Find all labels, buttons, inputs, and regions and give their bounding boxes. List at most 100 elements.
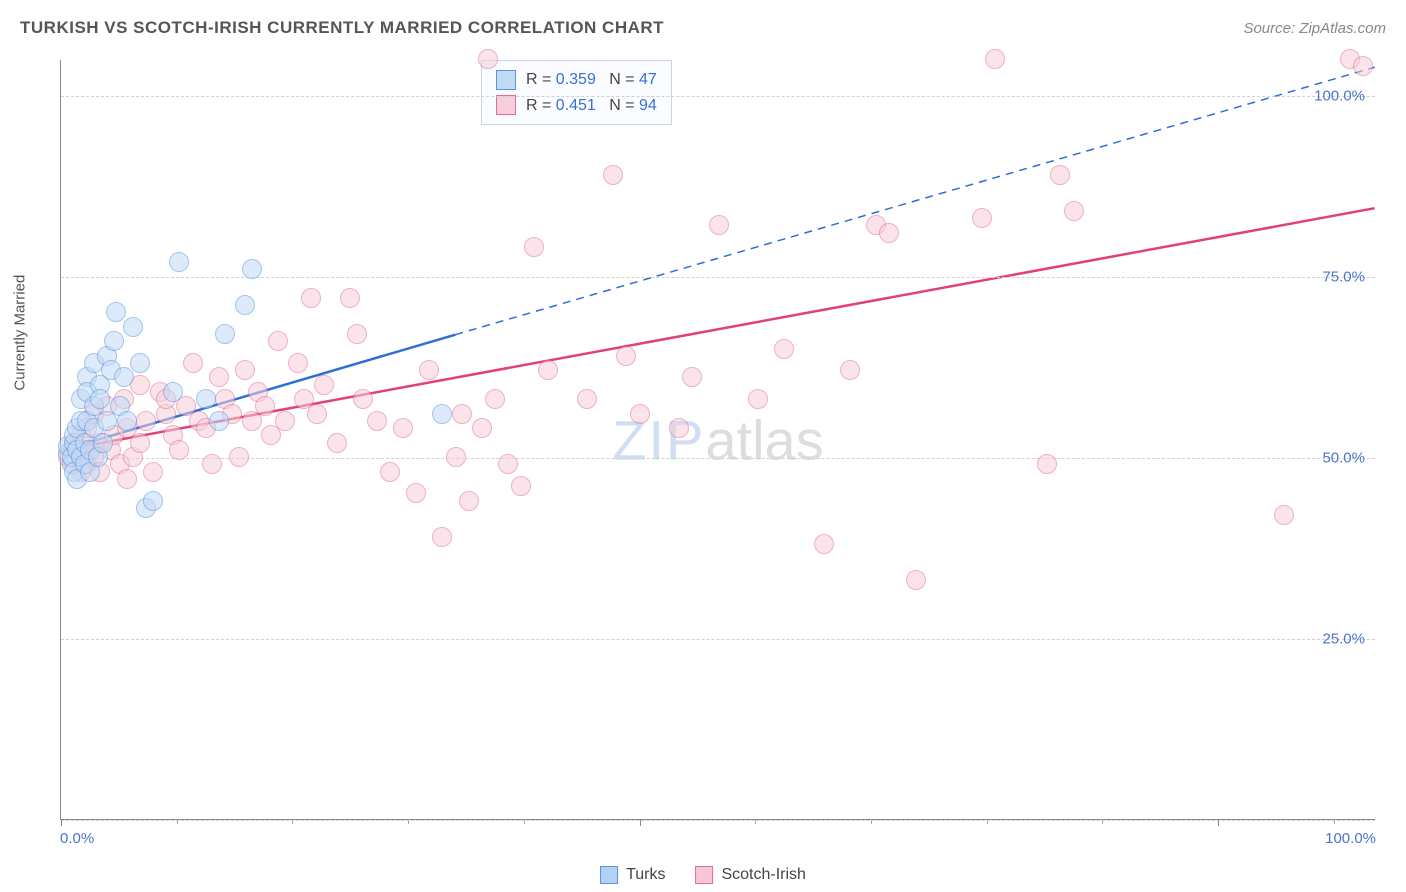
data-point	[630, 404, 650, 424]
data-point	[748, 389, 768, 409]
data-point	[577, 389, 597, 409]
x-tick-major	[640, 819, 641, 826]
data-point	[215, 324, 235, 344]
data-point	[1050, 165, 1070, 185]
x-axis-max-label: 100.0%	[1325, 830, 1376, 847]
y-tick-label: 50.0%	[1322, 450, 1365, 467]
data-point	[478, 49, 498, 69]
data-point	[380, 462, 400, 482]
legend-item: Scotch-Irish	[695, 866, 805, 884]
data-point	[419, 360, 439, 380]
correlation-legend: R = 0.359 N = 47R = 0.451 N = 94	[481, 60, 672, 125]
data-point	[406, 483, 426, 503]
data-point	[143, 491, 163, 511]
data-point	[130, 433, 150, 453]
y-tick-label: 25.0%	[1322, 631, 1365, 648]
data-point	[123, 317, 143, 337]
trend-lines	[61, 60, 1375, 819]
data-point	[472, 418, 492, 438]
data-point	[209, 411, 229, 431]
data-point	[972, 208, 992, 228]
data-point	[1037, 454, 1057, 474]
data-point	[985, 49, 1005, 69]
data-point	[143, 462, 163, 482]
x-tick-minor	[408, 819, 409, 824]
legend-item: Turks	[600, 866, 665, 884]
data-point	[538, 360, 558, 380]
gridline	[61, 96, 1375, 97]
series-legend: Turks Scotch-Irish	[600, 866, 806, 884]
x-tick-major	[1218, 819, 1219, 826]
data-point	[301, 288, 321, 308]
legend-swatch	[695, 866, 713, 884]
x-tick-minor	[987, 819, 988, 824]
data-point	[840, 360, 860, 380]
x-tick-minor	[1334, 819, 1335, 824]
data-point	[93, 433, 113, 453]
data-point	[327, 433, 347, 453]
data-point	[235, 295, 255, 315]
data-point	[104, 331, 124, 351]
data-point	[393, 418, 413, 438]
data-point	[235, 360, 255, 380]
data-point	[511, 476, 531, 496]
data-point	[906, 570, 926, 590]
gridline	[61, 820, 1375, 821]
data-point	[196, 389, 216, 409]
gridline	[61, 458, 1375, 459]
legend-label: Turks	[626, 866, 665, 884]
data-point	[117, 469, 137, 489]
data-point	[209, 367, 229, 387]
x-tick-minor	[292, 819, 293, 824]
legend-swatch	[496, 70, 516, 90]
y-tick-label: 75.0%	[1322, 269, 1365, 286]
data-point	[485, 389, 505, 409]
data-point	[1353, 56, 1373, 76]
data-point	[169, 252, 189, 272]
x-tick-minor	[1102, 819, 1103, 824]
legend-swatch	[496, 95, 516, 115]
data-point	[1274, 505, 1294, 525]
data-point	[616, 346, 636, 366]
data-point	[106, 302, 126, 322]
data-point	[268, 331, 288, 351]
data-point	[367, 411, 387, 431]
data-point	[814, 534, 834, 554]
x-axis-min-label: 0.0%	[60, 830, 94, 847]
gridline	[61, 277, 1375, 278]
data-point	[202, 454, 222, 474]
x-tick-minor	[755, 819, 756, 824]
data-point	[682, 367, 702, 387]
x-tick-minor	[524, 819, 525, 824]
data-point	[432, 404, 452, 424]
data-point	[90, 389, 110, 409]
data-point	[288, 353, 308, 373]
data-point	[117, 411, 137, 431]
gridline	[61, 639, 1375, 640]
data-point	[275, 411, 295, 431]
data-point	[524, 237, 544, 257]
data-point	[242, 259, 262, 279]
legend-row: R = 0.359 N = 47	[496, 67, 657, 93]
data-point	[353, 389, 373, 409]
data-point	[183, 353, 203, 373]
y-axis-label: Currently Married	[12, 275, 29, 391]
data-point	[774, 339, 794, 359]
y-tick-label: 100.0%	[1314, 88, 1365, 105]
data-point	[307, 404, 327, 424]
legend-swatch	[600, 866, 618, 884]
data-point	[130, 353, 150, 373]
data-point	[452, 404, 472, 424]
data-point	[229, 447, 249, 467]
data-point	[314, 375, 334, 395]
data-point	[1064, 201, 1084, 221]
data-point	[432, 527, 452, 547]
data-point	[669, 418, 689, 438]
data-point	[347, 324, 367, 344]
scatter-chart: ZIPatlas R = 0.359 N = 47R = 0.451 N = 9…	[60, 60, 1375, 820]
x-tick-minor	[177, 819, 178, 824]
data-point	[169, 440, 189, 460]
data-point	[498, 454, 518, 474]
data-point	[603, 165, 623, 185]
chart-title: TURKISH VS SCOTCH-IRISH CURRENTLY MARRIE…	[20, 18, 664, 38]
